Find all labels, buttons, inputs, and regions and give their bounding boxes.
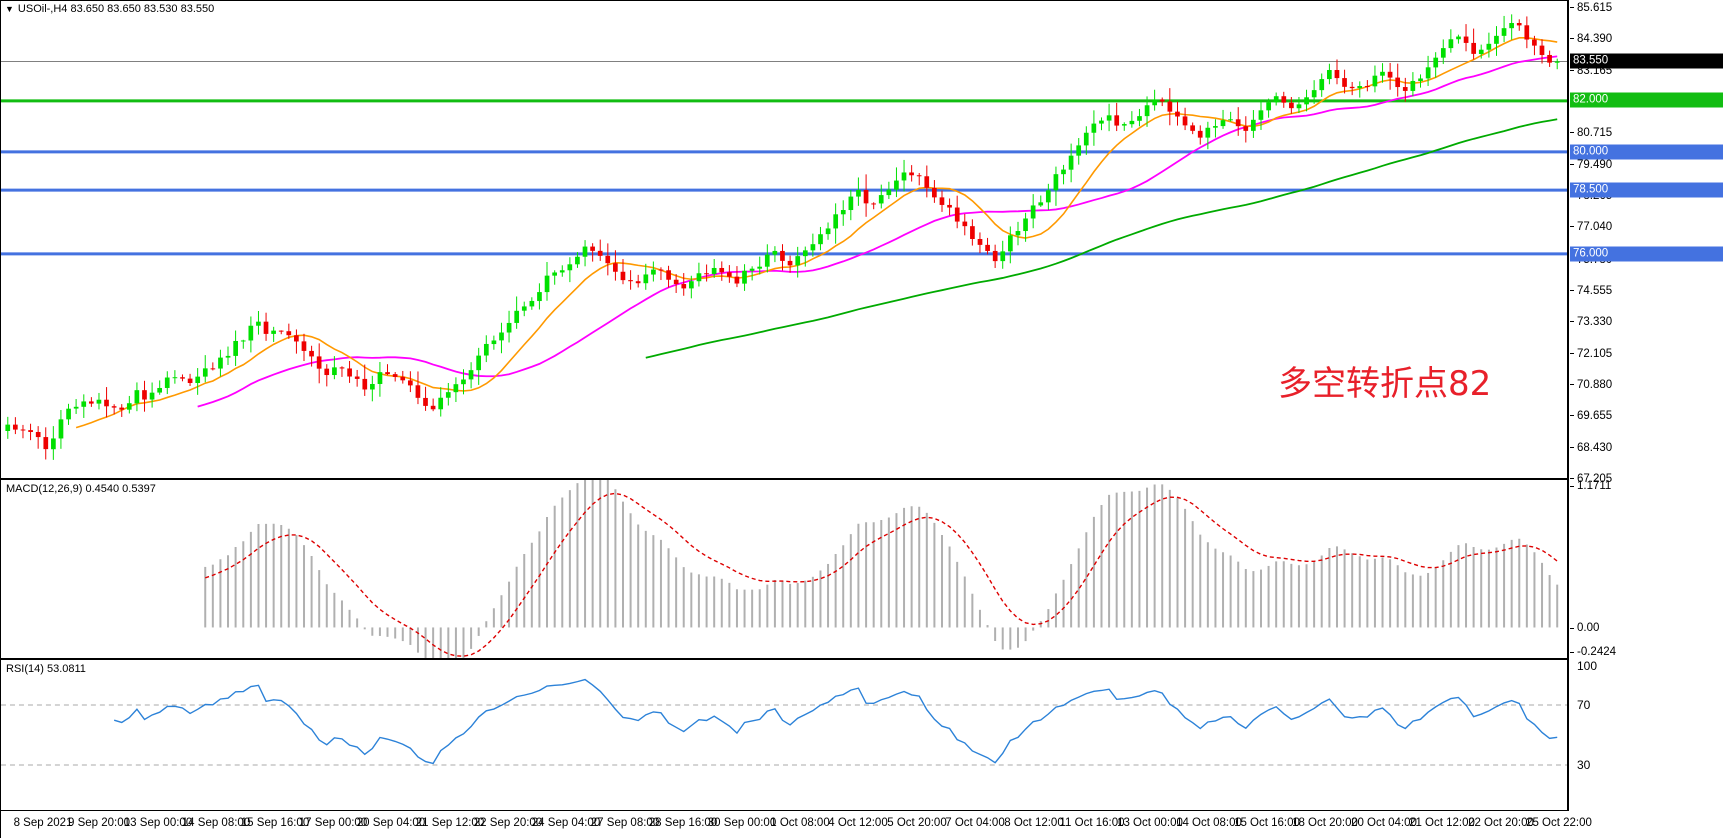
symbol-header-text: USOil-,H4 83.650 83.650 83.530 83.550 bbox=[17, 3, 215, 15]
price-tick: 69.655 bbox=[1569, 408, 1723, 424]
price-chart-canvas bbox=[1, 14, 1567, 460]
time-axis-label: 8 Oct 12:00 bbox=[1004, 817, 1064, 829]
time-axis-label: 27 Sep 08:00 bbox=[590, 817, 660, 829]
tick-mark bbox=[1570, 69, 1574, 71]
price-tick: 85.615 bbox=[1569, 0, 1723, 16]
time-axis-label: 20 Oct 04:00 bbox=[1351, 817, 1417, 829]
price-tick: 80.715 bbox=[1569, 125, 1723, 141]
time-axis-label: 28 Sep 16:00 bbox=[648, 817, 718, 829]
rsi-axis-label: 70 bbox=[1577, 697, 1591, 712]
price-level-badge[interactable]: 76.000 bbox=[1570, 246, 1723, 262]
macd-pane[interactable] bbox=[0, 479, 1568, 659]
time-axis[interactable]: 8 Sep 2021 9 Sep 20:00 13 Sep 00:00 14 Sep … bbox=[0, 811, 1592, 838]
time-axis-label: 14 Oct 08:00 bbox=[1176, 817, 1242, 829]
tick-mark bbox=[1570, 132, 1574, 134]
tick-mark bbox=[1570, 226, 1574, 228]
time-axis-label: 11 Oct 16:00 bbox=[1059, 817, 1125, 829]
time-axis-label: 24 Sep 04:00 bbox=[531, 817, 601, 829]
time-axis-label: 8 Sep 2021 bbox=[13, 817, 73, 829]
rsi-axis-label: 30 bbox=[1577, 758, 1591, 773]
price-tick: 84.390 bbox=[1569, 31, 1723, 47]
price-tick: 74.555 bbox=[1569, 283, 1723, 299]
price-tick-label: 68.430 bbox=[1577, 441, 1613, 454]
tick-mark bbox=[1570, 352, 1574, 354]
price-level-badge[interactable]: 83.550 bbox=[1570, 53, 1723, 69]
time-axis-label: 1 Oct 08:00 bbox=[770, 817, 830, 829]
macd-canvas bbox=[204, 480, 1559, 658]
macd-axis-label: -0.2424 bbox=[1570, 646, 1616, 658]
price-tick-label: 77.040 bbox=[1577, 221, 1613, 234]
rsi-pane[interactable] bbox=[0, 659, 1568, 811]
price-tick: 79.490 bbox=[1569, 157, 1723, 173]
price-tick: 68.430 bbox=[1569, 440, 1723, 456]
tick-mark bbox=[1570, 486, 1574, 487]
price-tick-label: 80.715 bbox=[1577, 127, 1613, 140]
price-tick-label: 72.105 bbox=[1577, 347, 1613, 360]
rsi-axis-label: 100 bbox=[1577, 659, 1598, 673]
time-axis-label: 13 Oct 00:00 bbox=[1117, 817, 1183, 829]
price-tick-label: 85.615 bbox=[1577, 1, 1613, 14]
tick-mark bbox=[1570, 478, 1574, 479]
price-tick-label: 69.655 bbox=[1577, 410, 1613, 423]
price-level-badge[interactable]: 82.000 bbox=[1570, 92, 1723, 108]
time-axis-label: 13 Sep 00:00 bbox=[123, 817, 193, 829]
price-axis[interactable]: 85.615 84.390 83.165 80.715 79.490 bbox=[1568, 0, 1723, 811]
time-axis-label: 30 Sep 00:00 bbox=[707, 817, 777, 829]
time-axis-label: 5 Oct 20:00 bbox=[887, 817, 947, 829]
price-tick: 72.105 bbox=[1569, 346, 1723, 362]
collapse-triangle-icon[interactable]: ▼ bbox=[5, 4, 14, 14]
time-axis-label: 4 Oct 12:00 bbox=[828, 817, 888, 829]
time-axis-label: 15 Oct 16:00 bbox=[1234, 817, 1300, 829]
time-axis-label: 22 Sep 20:00 bbox=[473, 817, 543, 829]
price-tick-label: 74.555 bbox=[1577, 284, 1613, 297]
rsi-label: RSI(14) 53.0811 bbox=[6, 663, 86, 675]
rsi-canvas bbox=[1, 678, 1567, 766]
time-axis-label: 9 Sep 20:00 bbox=[67, 817, 131, 829]
price-tick-label: 79.490 bbox=[1577, 158, 1613, 171]
tick-mark bbox=[1570, 652, 1574, 653]
tick-mark bbox=[1570, 383, 1574, 385]
tick-mark bbox=[1570, 38, 1574, 40]
price-chart-pane[interactable] bbox=[0, 0, 1568, 479]
price-tick: 77.040 bbox=[1569, 219, 1723, 235]
price-tick-label: 70.880 bbox=[1577, 378, 1613, 391]
tick-mark bbox=[1570, 628, 1574, 630]
time-axis-label: 18 Oct 20:00 bbox=[1292, 817, 1358, 829]
macd-axis-label: 0.00 bbox=[1570, 622, 1599, 634]
price-tick-label: 73.330 bbox=[1577, 316, 1613, 329]
time-axis-label: 17 Sep 00:00 bbox=[298, 817, 368, 829]
time-axis-label: 21 Oct 12:00 bbox=[1409, 817, 1475, 829]
price-tick-label: 84.390 bbox=[1577, 33, 1613, 46]
macd-axis-label: 1.1711 bbox=[1570, 480, 1611, 492]
symbol-header: ▼ USOil-,H4 83.650 83.650 83.530 83.550 bbox=[5, 3, 214, 15]
tick-mark bbox=[1570, 6, 1574, 8]
tick-mark bbox=[1570, 415, 1574, 417]
time-axis-label: 25 Oct 22:00 bbox=[1526, 817, 1592, 829]
time-axis-label: 20 Sep 04:00 bbox=[356, 817, 426, 829]
macd-label: MACD(12,26,9) 0.4540 0.5397 bbox=[6, 483, 156, 495]
time-axis-label: 15 Sep 16:00 bbox=[240, 817, 310, 829]
chart-annotation-text: 多空转折点82 bbox=[1278, 364, 1492, 404]
price-tick: 67.205 bbox=[1569, 471, 1723, 487]
time-axis-label: 7 Oct 04:00 bbox=[945, 817, 1005, 829]
tick-mark bbox=[1570, 163, 1574, 165]
price-tick-label: 67.205 bbox=[1577, 473, 1613, 485]
price-level-badge[interactable]: 78.500 bbox=[1570, 182, 1723, 198]
price-level-badge[interactable]: 80.000 bbox=[1570, 144, 1723, 159]
time-axis-label: 14 Sep 08:00 bbox=[181, 817, 251, 829]
time-axis-label: 22 Oct 20:00 bbox=[1468, 817, 1534, 829]
time-axis-label: 21 Sep 12:00 bbox=[415, 817, 485, 829]
price-tick: 73.330 bbox=[1569, 314, 1723, 330]
tick-mark bbox=[1570, 321, 1574, 323]
price-tick: 70.880 bbox=[1569, 377, 1723, 393]
tick-mark bbox=[1570, 289, 1574, 291]
tick-mark bbox=[1570, 446, 1574, 448]
